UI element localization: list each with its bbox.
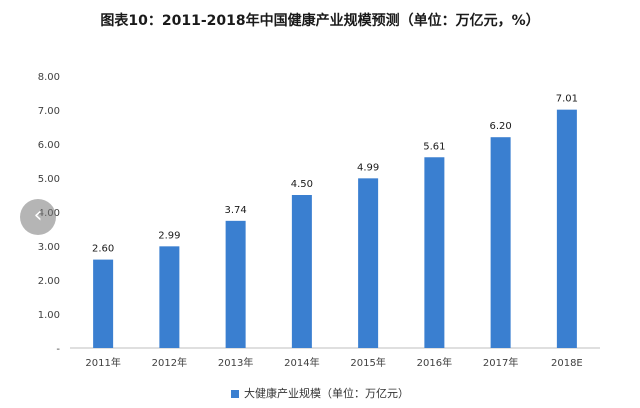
data-label: 7.01 xyxy=(556,94,578,105)
bar xyxy=(358,178,379,348)
bar xyxy=(424,157,445,348)
y-tick-label: - xyxy=(56,344,60,355)
y-tick-label: 7.00 xyxy=(38,106,60,117)
data-label: 3.74 xyxy=(224,205,246,216)
x-tick-label: 2014年 xyxy=(284,356,319,369)
x-tick-label: 2013年 xyxy=(218,356,253,369)
data-label: 6.20 xyxy=(489,121,511,132)
y-tick-label: 1.00 xyxy=(38,310,60,321)
x-tick-label: 2011年 xyxy=(85,356,120,369)
x-tick-label: 2012年 xyxy=(152,356,187,369)
data-label: 2.99 xyxy=(158,230,180,241)
y-tick-label: 5.00 xyxy=(38,174,60,185)
bars-group xyxy=(93,109,577,348)
x-tick-label: 2016年 xyxy=(417,356,452,369)
x-axis: 2011年 2012年 2013年 2014年 2015年 2016年 2017年 2018E xyxy=(85,356,582,369)
data-label: 4.99 xyxy=(357,162,379,173)
y-tick-label: 3.00 xyxy=(38,242,60,253)
legend-swatch xyxy=(231,390,239,398)
data-label: 5.61 xyxy=(423,141,445,152)
bar xyxy=(93,259,114,348)
data-label: 2.60 xyxy=(92,244,114,255)
bar xyxy=(556,109,577,348)
bar xyxy=(225,220,246,348)
bar xyxy=(291,195,312,348)
chevron-left-icon[interactable]: ‹ xyxy=(20,199,56,235)
data-label: 4.50 xyxy=(291,179,313,190)
legend-label: 大健康产业规模（单位：万亿元） xyxy=(244,387,409,400)
y-tick-label: 8.00 xyxy=(38,72,60,83)
y-tick-label: 2.00 xyxy=(38,276,60,287)
x-tick-label: 2017年 xyxy=(483,356,518,369)
bar xyxy=(490,137,511,348)
bar xyxy=(159,246,180,348)
legend: 大健康产业规模（单位：万亿元） xyxy=(0,385,640,401)
x-tick-label: 2015年 xyxy=(350,356,385,369)
y-tick-label: 6.00 xyxy=(38,140,60,151)
chart-title: 图表10：2011-2018年中国健康产业规模预测（单位：万亿元，%） xyxy=(100,13,540,29)
x-tick-label: 2018E xyxy=(551,358,583,369)
data-labels-group: 2.60 2.99 3.74 4.50 4.99 5.61 6.20 7.01 xyxy=(92,94,578,255)
